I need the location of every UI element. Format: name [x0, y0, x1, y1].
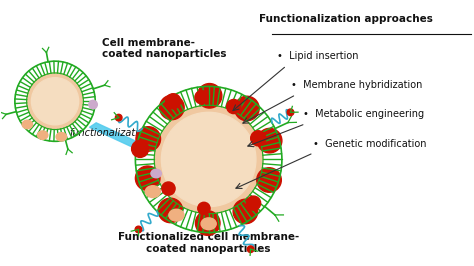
Ellipse shape — [247, 246, 254, 252]
Text: •  Genetic modification: • Genetic modification — [313, 139, 426, 149]
Ellipse shape — [22, 120, 33, 129]
Ellipse shape — [158, 198, 182, 223]
Ellipse shape — [56, 132, 66, 141]
Ellipse shape — [197, 84, 222, 108]
Ellipse shape — [257, 168, 282, 192]
Ellipse shape — [251, 131, 266, 146]
Ellipse shape — [165, 94, 181, 109]
Ellipse shape — [135, 226, 142, 233]
Ellipse shape — [195, 91, 208, 104]
Ellipse shape — [151, 169, 161, 178]
Ellipse shape — [145, 186, 160, 198]
Ellipse shape — [201, 218, 216, 230]
Ellipse shape — [115, 114, 122, 121]
Ellipse shape — [257, 128, 282, 153]
Text: Cell membrane-
coated nanoparticles: Cell membrane- coated nanoparticles — [102, 38, 227, 59]
Text: •  Membrane hybridization: • Membrane hybridization — [292, 80, 423, 90]
Ellipse shape — [227, 99, 241, 114]
Ellipse shape — [132, 140, 149, 157]
Ellipse shape — [287, 109, 294, 116]
Ellipse shape — [235, 96, 259, 121]
Ellipse shape — [31, 78, 79, 125]
Text: Functionalization approaches: Functionalization approaches — [259, 14, 433, 24]
Text: •  Metabolic engineering: • Metabolic engineering — [303, 110, 424, 119]
Ellipse shape — [136, 127, 161, 151]
Text: functionalization: functionalization — [69, 128, 150, 138]
Ellipse shape — [198, 202, 210, 215]
Ellipse shape — [233, 199, 258, 224]
Ellipse shape — [195, 211, 220, 235]
Text: •  Lipid insertion: • Lipid insertion — [277, 51, 359, 61]
Ellipse shape — [246, 196, 261, 210]
Ellipse shape — [37, 131, 48, 139]
Ellipse shape — [89, 100, 97, 109]
Text: Functionalized cell membrane-
coated nanoparticles: Functionalized cell membrane- coated nan… — [118, 232, 299, 253]
Ellipse shape — [169, 209, 184, 221]
Ellipse shape — [27, 73, 83, 130]
FancyArrow shape — [90, 123, 147, 150]
Ellipse shape — [155, 105, 263, 214]
Ellipse shape — [160, 95, 184, 120]
Ellipse shape — [161, 112, 256, 207]
Ellipse shape — [162, 182, 175, 195]
Ellipse shape — [136, 166, 160, 190]
